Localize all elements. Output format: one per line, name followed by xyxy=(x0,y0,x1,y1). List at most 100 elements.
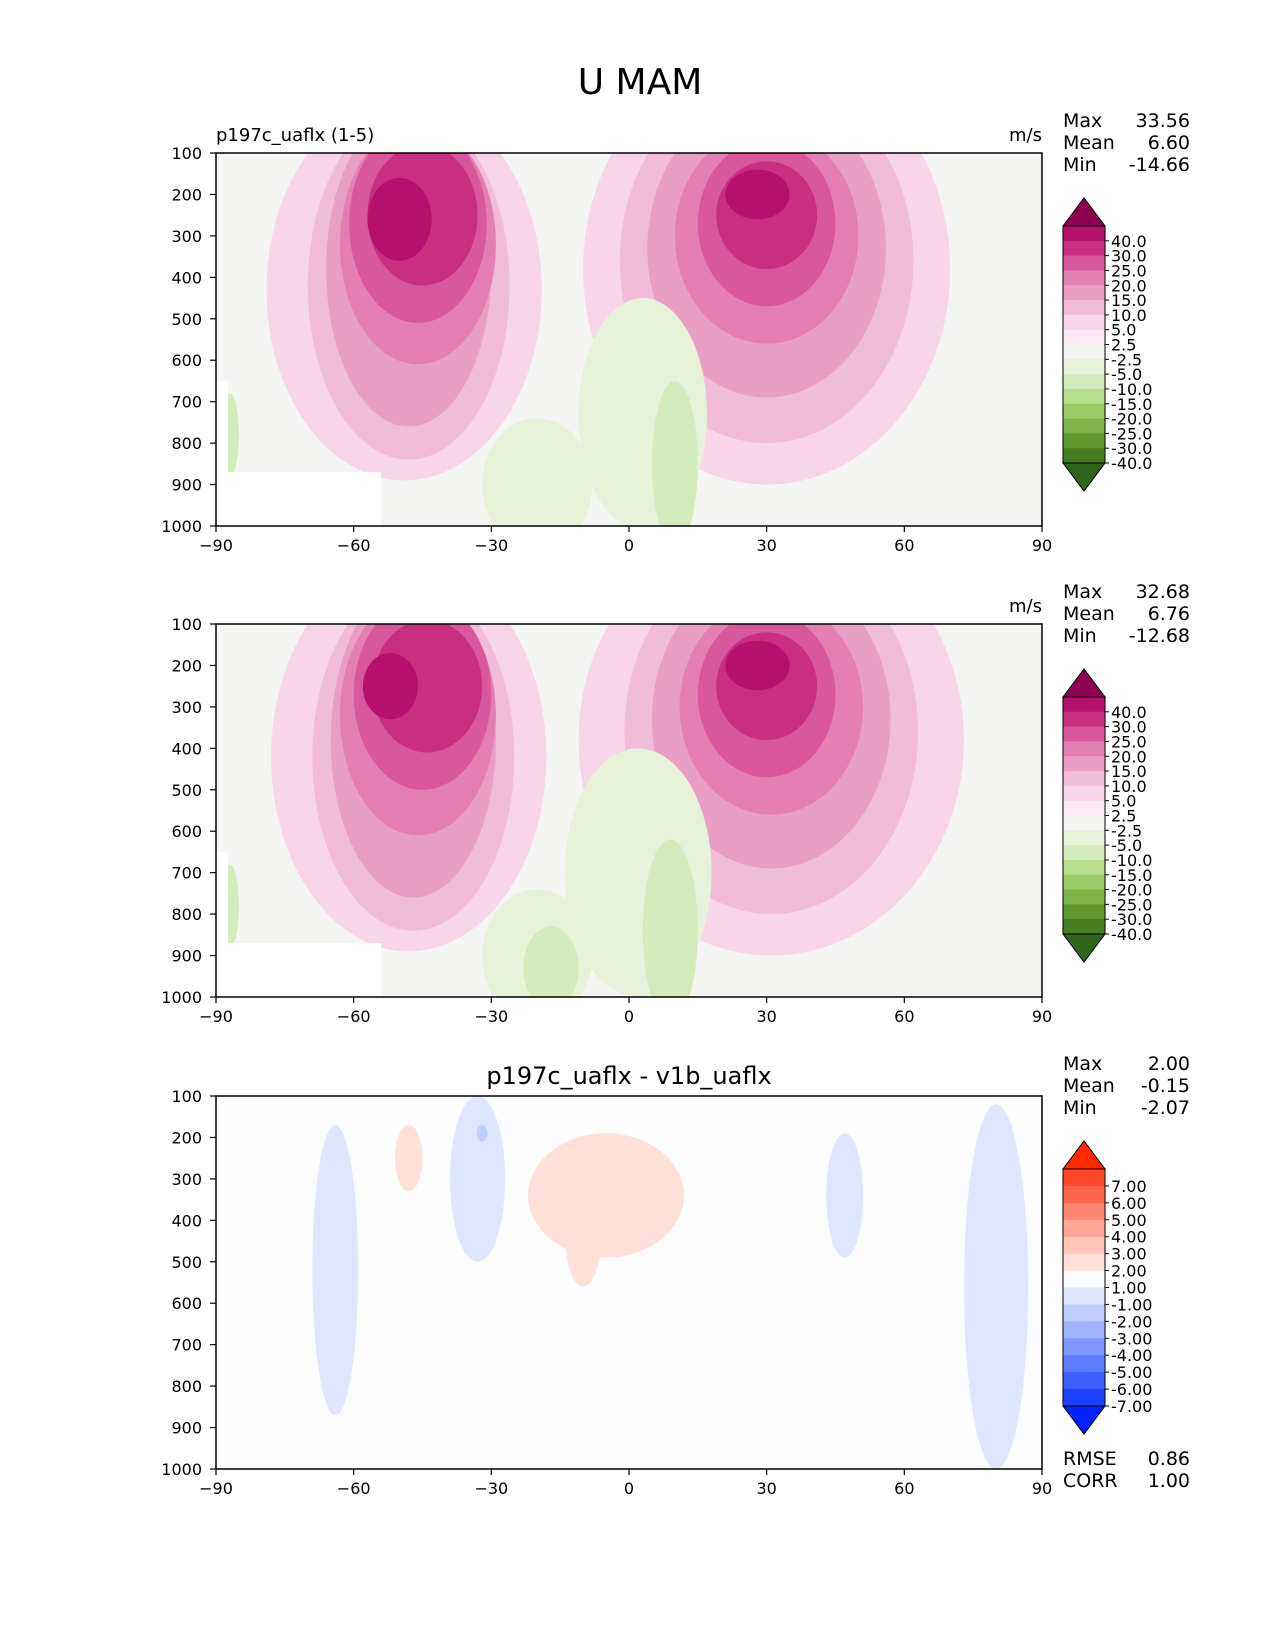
colorbar-segment xyxy=(1063,741,1105,757)
contour-region xyxy=(725,640,790,691)
colorbar-segment xyxy=(1063,904,1105,920)
figure-title: U MAM xyxy=(578,62,703,103)
stat-label-mean: Mean xyxy=(1063,603,1115,625)
colorbar-segment xyxy=(1063,845,1105,861)
colorbar-label: -25.0 xyxy=(1111,895,1152,914)
colorbar-segment xyxy=(1063,255,1105,271)
x-tick-label: 30 xyxy=(756,536,776,555)
contour-region xyxy=(394,1125,423,1192)
x-tick-label: −30 xyxy=(474,536,508,555)
x-tick-label: −90 xyxy=(199,1479,233,1498)
colorbar-segment xyxy=(1063,226,1105,242)
stat-value-mean: 6.60 xyxy=(1148,132,1190,154)
colorbar: 7.006.005.004.003.002.001.00-1.00-2.00-3… xyxy=(1062,1140,1152,1435)
contour-region xyxy=(362,653,418,720)
y-tick-label: 700 xyxy=(171,1336,202,1355)
colorbar-label: -25.0 xyxy=(1111,424,1152,443)
colorbar-segment xyxy=(1063,1236,1105,1255)
x-tick-label: −30 xyxy=(474,1479,508,1498)
colorbar-label: 25.0 xyxy=(1111,261,1147,280)
colorbar-segment xyxy=(1063,1287,1105,1305)
stat-value-max: 33.56 xyxy=(1136,110,1190,132)
colorbar-label: -5.0 xyxy=(1111,836,1142,855)
units-label: m/s xyxy=(1009,596,1042,617)
y-tick-label: 1000 xyxy=(161,517,202,536)
colorbar-label: -7.00 xyxy=(1111,1397,1152,1416)
colorbar-label: 10.0 xyxy=(1111,306,1147,325)
colorbar-segment xyxy=(1063,329,1105,345)
missing-data-mask xyxy=(216,472,382,526)
panel-difference: −90 −60 −30 0 30 60 90 100 200 300 400 500 600 700 800… xyxy=(161,1053,1190,1498)
y-tick-label: 200 xyxy=(171,185,202,204)
colorbar-extend-top xyxy=(1062,1140,1106,1170)
stat-label-max: Max xyxy=(1063,581,1102,603)
y-tick-label: 600 xyxy=(171,1294,202,1313)
colorbar-label: 6.00 xyxy=(1111,1194,1147,1213)
colorbar-label: 25.0 xyxy=(1111,732,1147,751)
x-tick-label: 90 xyxy=(1032,536,1052,555)
colorbar-segment xyxy=(1063,726,1105,742)
stat-value-min: -14.66 xyxy=(1129,154,1190,176)
contour-region xyxy=(450,1096,506,1262)
y-tick-label: 700 xyxy=(171,864,202,883)
colorbar-segment xyxy=(1063,697,1105,713)
panel-title-left: p197c_uaflx (1-5) xyxy=(216,125,374,146)
y-tick-label: 700 xyxy=(171,393,202,412)
y-tick-label: 900 xyxy=(171,947,202,966)
colorbar-label: 15.0 xyxy=(1111,762,1147,781)
y-tick-label: 1000 xyxy=(161,988,202,1007)
colorbar-segment xyxy=(1063,1202,1105,1221)
y-tick-label: 600 xyxy=(171,822,202,841)
colorbar-label: -2.00 xyxy=(1111,1312,1152,1331)
colorbar-label: 4.00 xyxy=(1111,1228,1147,1247)
colorbar-label: -2.5 xyxy=(1111,821,1142,840)
colorbar-extend-bottom xyxy=(1062,1405,1106,1435)
colorbar-segment xyxy=(1063,859,1105,876)
contour-region xyxy=(523,926,579,997)
colorbar-segment xyxy=(1063,1185,1105,1204)
colorbar-label: -20.0 xyxy=(1111,881,1152,900)
contour-field xyxy=(216,1096,1042,1469)
stat-value-min: -2.07 xyxy=(1141,1097,1190,1119)
colorbar-segment xyxy=(1063,1270,1105,1288)
x-tick-label: 60 xyxy=(894,1007,914,1026)
contour-region xyxy=(564,1178,602,1287)
colorbar-label: -30.0 xyxy=(1111,439,1152,458)
colorbar-segment xyxy=(1063,270,1105,286)
colorbar-segment xyxy=(1063,1169,1105,1187)
colorbar-label: -30.0 xyxy=(1111,910,1152,929)
contour-region xyxy=(528,1133,685,1258)
colorbar-segment xyxy=(1063,711,1105,728)
colorbar-label: -5.0 xyxy=(1111,365,1142,384)
stat-value-mean: 6.76 xyxy=(1148,603,1190,625)
colorbar-segment xyxy=(1063,359,1105,375)
x-tick-label: −60 xyxy=(337,1479,371,1498)
y-tick-label: 200 xyxy=(171,656,202,675)
y-tick-label: 200 xyxy=(171,1128,202,1147)
x-tick-label: −90 xyxy=(199,1007,233,1026)
x-tick-label: 30 xyxy=(756,1007,776,1026)
colorbar-label: -15.0 xyxy=(1111,395,1152,414)
stat-value-corr: 1.00 xyxy=(1148,1470,1190,1492)
colorbar-label: -3.00 xyxy=(1111,1329,1152,1348)
colorbar-segment xyxy=(1063,919,1105,935)
colorbar-segment xyxy=(1063,344,1105,360)
contour-field xyxy=(216,624,1042,997)
x-tick-label: 0 xyxy=(624,1007,634,1026)
contour-region xyxy=(482,418,593,526)
colorbar-segment xyxy=(1063,240,1105,257)
colorbar-label: -5.00 xyxy=(1111,1363,1152,1382)
colorbar-segment xyxy=(1063,448,1105,464)
x-tick-label: −90 xyxy=(199,536,233,555)
stat-value-max: 32.68 xyxy=(1136,581,1190,603)
x-tick-label: −30 xyxy=(474,1007,508,1026)
y-tick-label: 100 xyxy=(171,144,202,163)
colorbar-label: -40.0 xyxy=(1111,925,1152,944)
colorbar-label: 5.00 xyxy=(1111,1211,1147,1230)
contour-region xyxy=(642,839,698,997)
colorbar-segment xyxy=(1063,1253,1105,1272)
colorbar-label: -2.5 xyxy=(1111,350,1142,369)
y-tick-label: 300 xyxy=(171,698,202,717)
colorbar-segment xyxy=(1063,1372,1105,1390)
stat-label-max: Max xyxy=(1063,1053,1102,1075)
